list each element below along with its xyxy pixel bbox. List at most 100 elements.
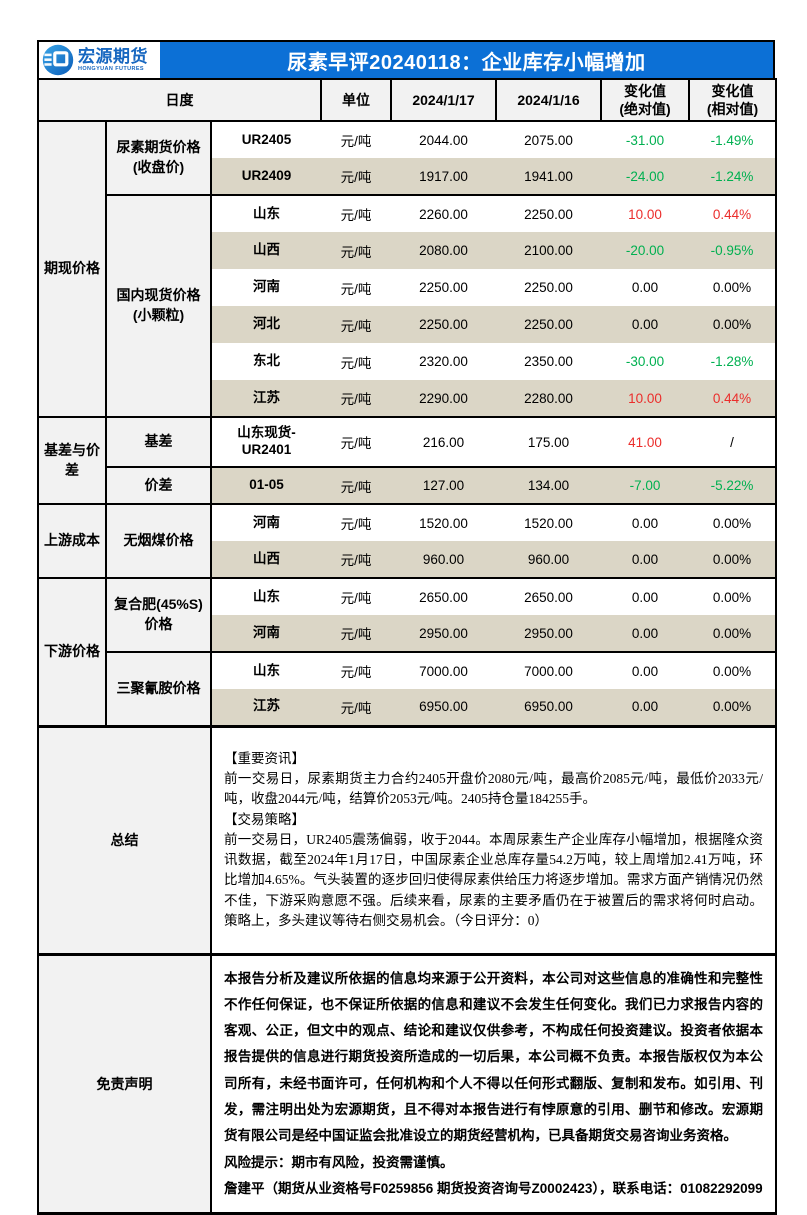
table-row: 山西 元/吨 960.00 960.00 0.00 0.00% [38, 541, 777, 579]
price-table: 日度 单位 2024/1/17 2024/1/16 变化值 (绝对值) 变化值 (相… [37, 78, 777, 1215]
table-row: 山西 元/吨 2080.00 2100.00 -20.00 -0.95% [38, 232, 777, 269]
row-change-rel: 0.00% [712, 663, 752, 679]
row-value-date2: 2100.00 [496, 232, 601, 269]
summary-tag-news: 【重要资讯】 [224, 750, 305, 766]
row-change-abs: 10.00 [628, 390, 662, 406]
row-value-date1: 2320.00 [391, 343, 496, 380]
row-change-abs: -30.00 [625, 354, 665, 369]
table-row: 江苏 元/吨 2290.00 2280.00 10.00 0.44% [38, 380, 777, 418]
header-date2: 2024/1/16 [495, 78, 602, 122]
row-unit: 元/吨 [321, 689, 391, 727]
row-item: 山西 [211, 541, 321, 579]
summary-news-paragraph: 前一交易日，尿素期货主力合约2405开盘价2080元/吨，最高价2085元/吨，… [224, 771, 763, 807]
row-value-date1: 2260.00 [391, 195, 496, 232]
row-value-date1: 2290.00 [391, 380, 496, 418]
hongyuan-logo-icon [42, 44, 74, 76]
row-change-abs: 0.00 [631, 280, 659, 295]
subcategory-melamine-price: 三聚氰胺价格 [105, 651, 212, 727]
row-item: 山东 [211, 652, 321, 689]
subcategory-futures-price: 尿素期货价格 (收盘价) [105, 120, 212, 196]
row-change-abs: 41.00 [628, 434, 662, 450]
row-value-date1: 2650.00 [391, 578, 496, 615]
row-change-abs: -24.00 [625, 168, 665, 184]
table-row: UR2409 元/吨 1917.00 1941.00 -24.00 -1.24% [38, 158, 777, 196]
row-value-date2: 2250.00 [496, 306, 601, 343]
row-item: UR2409 [211, 158, 321, 196]
row-change-abs: 10.00 [628, 206, 662, 222]
disclaimer-text: 本报告分析及建议所依据的信息均来源于公开资料，本公司对这些信息的准确性和完整性不… [224, 970, 763, 1144]
row-item: 东北 [211, 343, 321, 380]
report-title: 尿素早评20240118：企业库存小幅增加 [287, 51, 646, 74]
row-change-abs: 0.00 [631, 515, 659, 531]
row-value-date2: 2280.00 [496, 380, 601, 418]
row-change-rel: 0.00% [712, 515, 752, 531]
risk-warning: 风险提示：期市有风险，投资需谨慎。 [224, 1154, 454, 1170]
row-unit: 元/吨 [321, 467, 391, 505]
row-value-date1: 2250.00 [391, 269, 496, 306]
category-downstream-price: 下游价格 [37, 577, 107, 727]
disclaimer-section: 免责声明 本报告分析及建议所依据的信息均来源于公开资料，本公司对这些信息的准确性… [37, 952, 777, 1215]
row-value-date1: 1520.00 [391, 504, 496, 541]
row-unit: 元/吨 [321, 232, 391, 269]
row-value-date2: 6950.00 [496, 689, 601, 727]
subcategory-anthracite-price: 无烟煤价格 [105, 503, 212, 579]
row-change-rel: -1.49% [710, 132, 754, 148]
row-value-date1: 2950.00 [391, 615, 496, 653]
row-item: 江苏 [211, 380, 321, 418]
row-value-date2: 175.00 [496, 417, 601, 468]
row-value-date1: 960.00 [391, 541, 496, 579]
header-change-abs: 变化值 (绝对值) [600, 78, 690, 122]
disclaimer-label: 免责声明 [37, 952, 212, 1215]
row-item: 01-05 [211, 467, 321, 505]
row-change-rel: 0.00% [712, 551, 752, 567]
row-value-date1: 216.00 [391, 417, 496, 468]
row-unit: 元/吨 [321, 504, 391, 541]
table-row: 价差 01-05 元/吨 127.00 134.00 -7.00 -5.22% [38, 466, 777, 505]
header-daily: 日度 [37, 78, 322, 122]
row-value-date2: 2350.00 [496, 343, 601, 380]
table-row: 东北 元/吨 2320.00 2350.00 -30.00 -1.28% [38, 343, 777, 380]
header-unit: 单位 [320, 78, 392, 122]
row-value-date2: 134.00 [496, 467, 601, 505]
row-item: 山东现货- UR2401 [211, 417, 321, 468]
row-change-abs: 0.00 [631, 317, 659, 332]
row-change-rel: -1.24% [710, 168, 754, 184]
row-item: 河南 [211, 615, 321, 653]
row-unit: 元/吨 [321, 195, 391, 232]
row-item: 河南 [211, 269, 321, 306]
row-unit: 元/吨 [321, 578, 391, 615]
row-item: 山东 [211, 578, 321, 615]
summary-text: 【重要资讯】 前一交易日，尿素期货主力合约2405开盘价2080元/吨，最高价2… [224, 749, 763, 931]
table-row: 河南 元/吨 2950.00 2950.00 0.00 0.00% [38, 615, 777, 653]
row-unit: 元/吨 [321, 121, 391, 158]
row-value-date1: 2044.00 [391, 121, 496, 158]
row-item: UR2405 [211, 121, 321, 158]
header-change-rel: 变化值 (相对值) [688, 78, 777, 122]
company-logo: 宏源期货 HONGYUAN FUTURES [39, 42, 160, 78]
table-row: 期现价格 尿素期货价格 (收盘价) UR2405 元/吨 2044.00 2075… [37, 120, 777, 418]
row-change-abs: 0.00 [631, 589, 659, 605]
row-value-date1: 127.00 [391, 467, 496, 505]
row-value-date1: 7000.00 [391, 652, 496, 689]
table-row: 三聚氰胺价格 山东 元/吨 7000.00 7000.00 0.00 0.00% [38, 651, 777, 727]
row-value-date2: 960.00 [496, 541, 601, 579]
row-item: 山西 [211, 232, 321, 269]
category-spot-futures: 期现价格 [37, 120, 107, 418]
row-value-date2: 2250.00 [496, 269, 601, 306]
row-change-abs: -7.00 [629, 478, 661, 493]
table-row: 河南 元/吨 2250.00 2250.00 0.00 0.00% [38, 269, 777, 306]
row-change-rel: 0.44% [712, 390, 752, 406]
row-value-date1: 2250.00 [391, 306, 496, 343]
row-value-date2: 2075.00 [496, 121, 601, 158]
row-unit: 元/吨 [321, 615, 391, 653]
row-change-rel: 0.00% [712, 589, 752, 605]
row-unit: 元/吨 [321, 306, 391, 343]
summary-strategy-paragraph: 前一交易日，UR2405震荡偏弱，收于2044。本周尿素生产企业库存小幅增加，根… [224, 831, 763, 928]
row-unit: 元/吨 [321, 343, 391, 380]
row-change-abs: 0.00 [631, 625, 659, 641]
analyst-contact: 詹建平（期货从业资格号F0259856 期货投资咨询号Z0002423），联系电… [224, 1181, 763, 1196]
row-value-date2: 2650.00 [496, 578, 601, 615]
row-unit: 元/吨 [321, 417, 391, 468]
summary-tag-strategy: 【交易策略】 [224, 811, 305, 827]
row-value-date2: 2950.00 [496, 615, 601, 653]
